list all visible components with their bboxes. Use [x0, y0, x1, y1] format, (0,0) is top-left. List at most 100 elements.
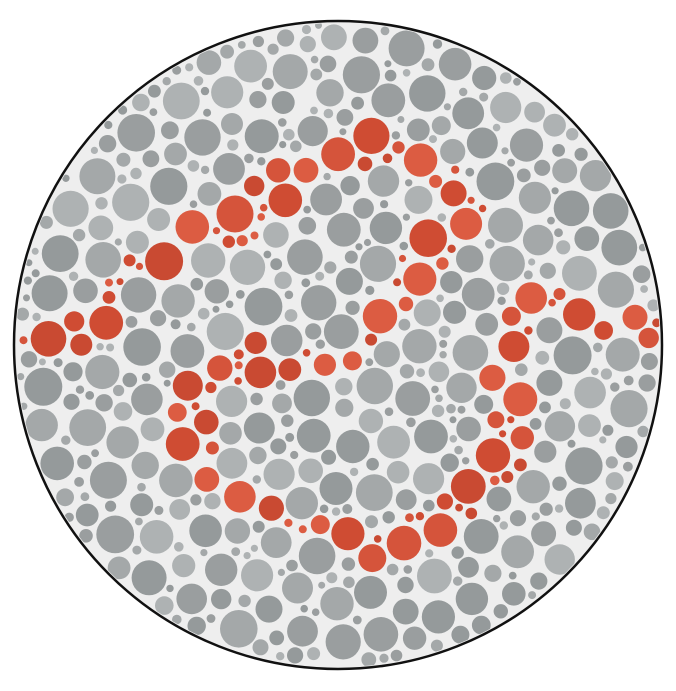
background-dot	[131, 451, 159, 480]
figure-dot	[455, 503, 463, 512]
figure-dot	[450, 207, 483, 240]
background-dot	[341, 557, 356, 571]
background-dot	[340, 176, 360, 196]
background-dot	[461, 277, 495, 311]
background-dot	[435, 394, 443, 403]
background-dot	[23, 276, 32, 285]
background-dot	[497, 296, 506, 305]
background-dot	[637, 425, 649, 438]
background-dot	[287, 647, 304, 664]
background-dot	[189, 514, 222, 548]
background-dot	[275, 380, 286, 390]
background-dot	[342, 504, 353, 514]
background-dot	[531, 512, 540, 521]
background-dot	[451, 625, 470, 644]
background-dot	[463, 519, 499, 554]
background-dot	[547, 216, 555, 225]
background-dot	[16, 307, 29, 321]
figure-dot	[216, 195, 254, 233]
background-dot	[493, 604, 508, 619]
background-dot	[493, 514, 501, 523]
background-dot	[436, 294, 444, 303]
figure-dot	[475, 438, 511, 473]
background-dot	[471, 615, 491, 635]
background-dot	[323, 314, 359, 349]
figure-dot	[409, 219, 448, 257]
background-dot	[437, 213, 447, 222]
figure-dot	[236, 235, 248, 247]
figure-dot	[398, 254, 407, 263]
background-dot	[413, 463, 445, 495]
background-dot	[114, 238, 122, 246]
background-dot	[536, 369, 563, 396]
background-dot	[440, 138, 466, 165]
background-dot	[566, 128, 579, 141]
background-dot	[85, 391, 95, 400]
figure-dot	[498, 331, 530, 362]
background-dot	[216, 447, 248, 479]
background-dot	[279, 141, 287, 149]
background-dot	[472, 65, 497, 91]
background-dot	[290, 140, 302, 153]
background-dot	[431, 385, 439, 394]
background-dot	[315, 339, 325, 349]
background-dot	[539, 502, 553, 516]
background-dot	[135, 517, 143, 526]
background-dot	[299, 36, 316, 53]
background-dot	[39, 215, 53, 229]
background-dot	[172, 554, 196, 578]
figure-dot	[321, 137, 355, 172]
background-dot	[212, 305, 220, 313]
background-dot	[565, 447, 603, 485]
figure-dot	[510, 426, 534, 450]
figure-dot	[266, 158, 291, 183]
background-dot	[403, 565, 413, 574]
background-dot	[349, 467, 359, 477]
background-dot	[605, 337, 640, 372]
figure-dot	[393, 278, 402, 287]
background-dot	[257, 157, 266, 166]
figure-dot	[30, 321, 67, 357]
background-dot	[552, 476, 567, 491]
background-dot	[95, 394, 113, 412]
figure-dot	[501, 471, 514, 483]
background-dot	[544, 544, 575, 575]
background-dot	[235, 290, 245, 299]
figure-dot	[298, 525, 307, 534]
background-dot	[187, 616, 206, 636]
figure-dot	[70, 333, 93, 356]
background-dot	[104, 120, 113, 130]
background-dot	[140, 417, 165, 442]
background-dot	[24, 367, 63, 406]
background-dot	[200, 86, 210, 96]
background-dot	[508, 571, 517, 580]
background-dot	[539, 401, 551, 414]
background-dot	[365, 285, 375, 295]
background-dot	[287, 239, 323, 275]
background-dot	[52, 190, 89, 227]
background-dot	[172, 65, 182, 75]
background-dot	[79, 158, 116, 195]
background-dot	[352, 27, 379, 54]
background-dot	[438, 47, 472, 81]
background-dot	[31, 247, 39, 255]
background-dot	[319, 504, 329, 514]
figure-dot	[450, 469, 486, 504]
background-dot	[354, 575, 387, 609]
background-dot	[455, 582, 489, 616]
background-dot	[402, 69, 411, 77]
figure-dot	[222, 235, 235, 248]
background-dot	[583, 523, 601, 541]
background-dot	[409, 75, 446, 112]
background-dot	[324, 261, 337, 274]
background-dot	[31, 275, 68, 312]
figure-dot	[135, 262, 144, 270]
figure-dot	[487, 411, 505, 429]
background-dot	[298, 458, 324, 484]
background-dot	[485, 239, 495, 249]
background-dot	[404, 185, 433, 214]
background-dot	[169, 499, 191, 520]
figure-dot	[123, 254, 136, 267]
background-dot	[321, 449, 337, 465]
